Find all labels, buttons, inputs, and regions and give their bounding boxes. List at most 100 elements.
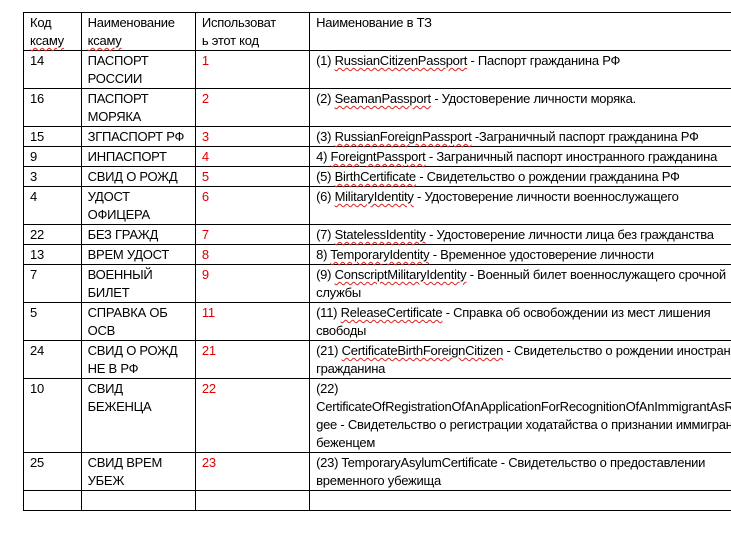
tz-description: - Удостоверение личности лица без гражда… [425,227,714,242]
code-cell: 22 [23,224,82,245]
tz-prefix: (9) [316,267,335,282]
tz-name-cell: (3) RussianForeignPassport -Заграничный … [309,126,731,147]
code-cell: 15 [23,126,82,147]
tz-description: -Заграничный паспорт гражданина РФ [471,129,699,144]
tz-identifier: MilitaryIdentity [334,189,414,204]
tz-name-cell: (21) CertificateBirthForeignCitizen - Св… [309,340,731,379]
header-use-code: Использовать этот код [194,12,311,51]
document-codes-table: Код ксаму Наименование ксаму Использовать … [23,12,731,511]
tz-description: - Справка об освобождении из мест лишени… [316,305,711,338]
table-row: 24 СВИД О РОЖД НЕ В РФ 21 (21) CertificateB… [23,340,731,379]
table-row: 5 СПРАВКА ОБ ОСВ 11 (11) ReleaseCertificate… [23,302,731,341]
table-row: 3 СВИД О РОЖД 5 (5) BirthCertificate - Свид… [23,166,731,187]
name-cell: СВИД О РОЖД НЕ В РФ [80,340,196,379]
header-name-line1: Наименование [87,15,175,30]
name-cell: ЗГПАСПОРТ РФ [80,126,196,147]
table-row: 9 ИНПАСПОРТ 4 4) ForeigntPassport - Заграни… [23,146,731,167]
name-cell: ПАСПОРТ МОРЯКА [80,88,196,127]
use-code-cell: 6 [194,186,311,225]
table-row: 4 УДОСТ ОФИЦЕРА 6 (6) MilitaryIdentity - Уд… [23,186,731,225]
header-tz-name: Наименование в ТЗ [309,12,731,51]
name-cell: ВРЕМ УДОСТ [80,244,196,265]
table-row: 25 СВИД ВРЕМ УБЕЖ 23 (23) TemporaryAsylumCe… [23,452,731,491]
tz-identifier: ConscriptMilitaryIdentity [334,267,467,282]
tz-prefix: (3) [316,129,335,144]
code-cell: 10 [23,378,82,453]
use-code-cell: 8 [194,244,311,265]
tz-name-cell: 8) TemporaryIdentity - Временное удостов… [309,244,731,265]
use-code-cell: 11 [194,302,311,341]
name-cell: СВИД ВРЕМ УБЕЖ [80,452,196,491]
tz-identifier: CertificateBirthForeignCitizen [341,343,504,358]
code-cell: 7 [23,264,82,303]
code-cell: 9 [23,146,82,167]
use-code-cell: 1 [194,50,311,89]
tz-description: - Удостоверение личности моряка. [430,91,636,106]
use-code-cell: 21 [194,340,311,379]
tz-name-cell: 4) ForeigntPassport - Заграничный паспор… [309,146,731,167]
tz-description: - Свидетельство о рождении гражданина РФ [415,169,680,184]
name-cell: ПАСПОРТ РОССИИ [80,50,196,89]
code-cell: 3 [23,166,82,187]
tz-prefix: (7) [316,227,335,242]
header-code-line2: ксаму [30,33,64,48]
tz-description: - Свидетельство о регистрации ходатайств… [316,417,731,450]
use-code-cell: 22 [194,378,311,453]
use-code-cell: 9 [194,264,311,303]
tz-identifier: RussianForeignPassport [334,129,472,144]
code-cell: 25 [23,452,82,491]
tz-prefix: (6) [316,189,335,204]
use-code-cell: 4 [194,146,311,167]
tz-description: - Свидетельство о рождении иностранного … [316,343,731,376]
use-code-cell: 5 [194,166,311,187]
tz-description: - Заграничный паспорт иностранного гражд… [425,149,718,164]
tz-name-cell: (6) MilitaryIdentity - Удостоверение лич… [309,186,731,225]
empty-cell [194,490,311,511]
table-row: 14 ПАСПОРТ РОССИИ 1 (1) RussianCitizenPassp… [23,50,731,89]
tz-identifier: ForeigntPassport [330,149,426,164]
tz-name-cell: (23) TemporaryAsylumCertificate - Свидет… [309,452,731,491]
tz-prefix: 4) [316,149,331,164]
tz-name-cell: (1) RussianCitizenPassport - Паспорт гра… [309,50,731,89]
tz-identifier: RussianCitizenPassport [334,53,468,68]
tz-description: - Паспорт гражданина РФ [467,53,621,68]
tz-identifier: TemporaryIdentity [330,247,430,262]
tz-prefix: (1) [316,53,335,68]
tz-name-cell: (2) SeamanPassport - Удостоверение лично… [309,88,731,127]
code-cell: 24 [23,340,82,379]
code-cell: 14 [23,50,82,89]
code-cell: 4 [23,186,82,225]
tz-description: - Свидетельство о предоставлении временн… [316,455,706,488]
use-code-cell: 23 [194,452,311,491]
name-cell: ИНПАСПОРТ [80,146,196,167]
table-row: 10 СВИД БЕЖЕНЦА 22 (22) CertificateOfRegist… [23,378,731,453]
empty-cell [309,490,731,511]
code-cell: 5 [23,302,82,341]
name-cell: БЕЗ ГРАЖД [80,224,196,245]
tz-prefix: (5) [316,169,335,184]
name-cell: УДОСТ ОФИЦЕРА [80,186,196,225]
tz-prefix: (2) [316,91,335,106]
tz-identifier: TemporaryAsylumCertificate [341,455,498,470]
tz-description: - Военный билет военнослужащего срочной … [316,267,726,300]
header-code: Код ксаму [23,12,82,51]
header-code-line1: Код [30,15,52,30]
tz-prefix: (23) [316,455,342,470]
tz-prefix: (21) [316,343,342,358]
use-code-cell: 2 [194,88,311,127]
table-row: 7 ВОЕННЫЙ БИЛЕТ 9 (9) ConscriptMilitaryIden… [23,264,731,303]
tz-description: - Временное удостоверение личности [429,247,654,262]
table-header-row: Код ксаму Наименование ксаму Использовать … [23,12,731,51]
tz-prefix: (11) [316,305,341,320]
code-cell: 13 [23,244,82,265]
tz-identifier: SeamanPassport [334,91,431,106]
header-name: Наименование ксаму [80,12,196,51]
table-row-partial [23,490,731,511]
name-cell: СПРАВКА ОБ ОСВ [80,302,196,341]
table-row: 22 БЕЗ ГРАЖД 7 (7) StatelessIdentity - Удос… [23,224,731,245]
tz-name-cell: (22) CertificateOfRegistrationOfAnApplic… [309,378,731,453]
tz-identifier: BirthCertificate [334,169,417,184]
table-row: 16 ПАСПОРТ МОРЯКА 2 (2) SeamanPassport - Уд… [23,88,731,127]
tz-identifier: StatelessIdentity [334,227,426,242]
table-row: 13 ВРЕМ УДОСТ 8 8) TemporaryIdentity - Врем… [23,244,731,265]
